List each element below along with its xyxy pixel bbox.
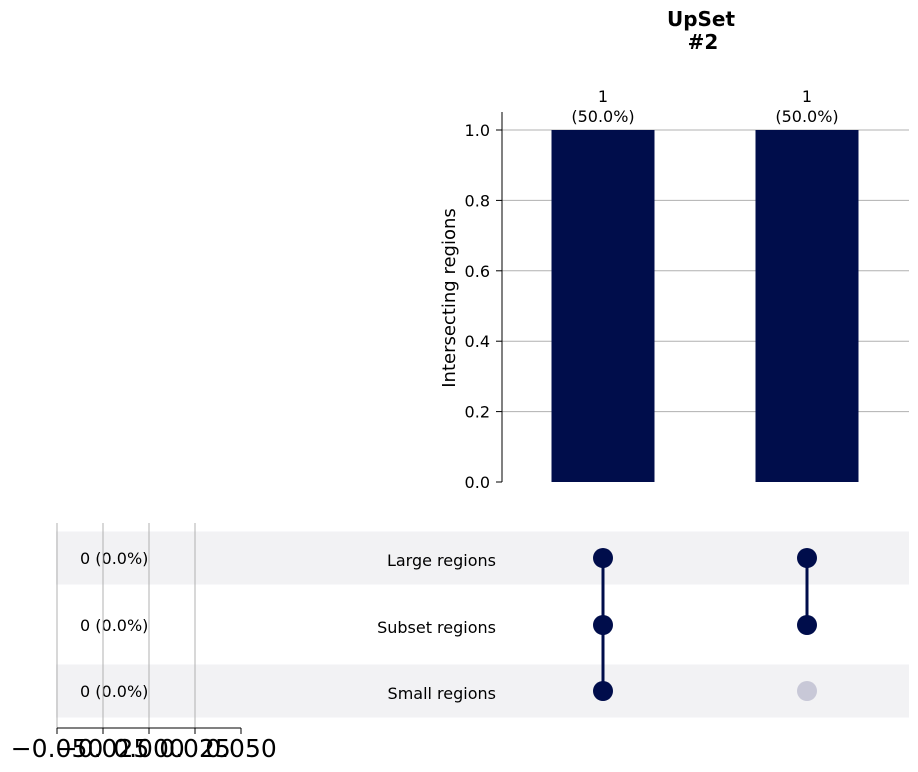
- intersection-matrix: [593, 548, 817, 701]
- size-axis-tick-label: 0.025: [159, 734, 231, 763]
- matrix-dot-inactive: [797, 681, 817, 701]
- matrix-dot-active: [797, 548, 817, 568]
- matrix-dot-active: [593, 615, 613, 635]
- set-size-labels: 0 (0.0%) 0 (0.0%) 0 (0.0%): [80, 549, 148, 701]
- y-tick-label: 0.2: [465, 403, 490, 422]
- bar-percent-label: (50.0%): [775, 107, 838, 126]
- bar-count-label: 1: [598, 87, 608, 106]
- bar-percent-label: (50.0%): [571, 107, 634, 126]
- set-name-label: Small regions: [388, 684, 496, 703]
- intersection-bar-labels: 1(50.0%)1(50.0%): [571, 87, 838, 126]
- size-axis-tick-label: −0.050: [11, 734, 104, 763]
- set-size-label: 0 (0.0%): [80, 549, 148, 568]
- y-tick-label: 0.0: [465, 473, 490, 492]
- matrix-row-stripe: [56, 531, 909, 585]
- set-size-label: 0 (0.0%): [80, 616, 148, 635]
- y-tick-labels: 0.0 0.2 0.4 0.6 0.8 1.0: [465, 121, 490, 492]
- y-tick-label: 1.0: [465, 121, 490, 140]
- size-axis-tick-label: 0.050: [205, 734, 277, 763]
- size-axis-tick-label: −0.025: [57, 734, 150, 763]
- bar-count-label: 1: [802, 87, 812, 106]
- y-axis-label: Intersecting regions: [439, 208, 460, 388]
- y-tick-label: 0.6: [465, 262, 490, 281]
- set-name-labels: Large regions Subset regions Small regions: [377, 551, 496, 703]
- intersection-bar: [755, 130, 859, 482]
- matrix-row-stripes: [56, 531, 909, 718]
- matrix-row-stripe: [56, 664, 909, 718]
- set-name-label: Large regions: [387, 551, 496, 570]
- chart-title-line-2: #2: [688, 30, 719, 54]
- matrix-dot-active: [593, 681, 613, 701]
- y-tick-label: 0.8: [465, 191, 490, 210]
- matrix-dot-active: [593, 548, 613, 568]
- chart-title-line-1: UpSet: [667, 7, 736, 31]
- set-name-label: Subset regions: [377, 618, 496, 637]
- matrix-dot-active: [797, 615, 817, 635]
- intersection-bars: [551, 130, 859, 482]
- set-size-label: 0 (0.0%): [80, 682, 148, 701]
- intersection-bar: [551, 130, 655, 482]
- y-tick-label: 0.4: [465, 332, 490, 351]
- size-axis-tick-label: 0.000: [113, 734, 185, 763]
